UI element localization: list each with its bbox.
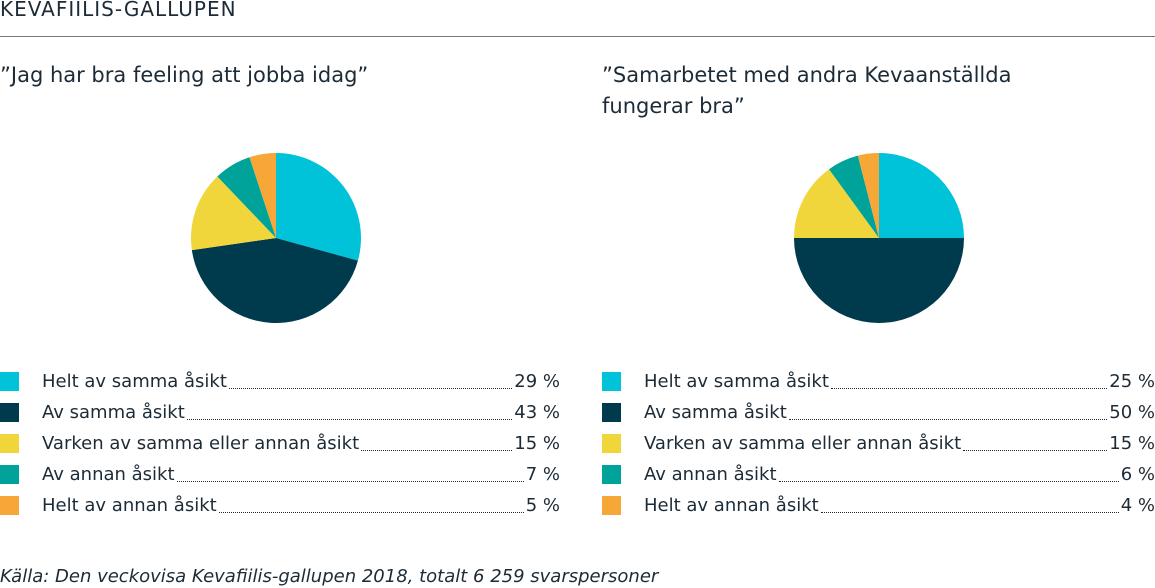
- legend-leader-dots: [176, 467, 524, 482]
- legend-leader-dots: [228, 374, 513, 389]
- chart-2-slice-2: [794, 238, 964, 323]
- chart-2-legend: Helt av samma åsikt 25 % Av samma åsikt 50 …: [602, 366, 1155, 521]
- legend-leader-dots: [820, 498, 1119, 513]
- legend-item: Av annan åsikt 7 %: [0, 459, 560, 490]
- legend-label: Helt av samma åsikt: [42, 371, 227, 392]
- legend-leader-dots: [218, 498, 524, 513]
- legend-leader-dots: [788, 405, 1108, 420]
- legend-item: Av samma åsikt 43 %: [0, 397, 560, 428]
- legend-item: Helt av annan åsikt 4 %: [602, 490, 1155, 521]
- legend-swatch: [602, 434, 621, 453]
- chart-2-slice-4: [829, 155, 879, 238]
- legend-label: Varken av samma eller annan åsikt: [42, 433, 360, 454]
- legend-swatch: [602, 496, 621, 515]
- legend-label: Helt av annan åsikt: [644, 495, 819, 516]
- legend-value: 6 %: [1120, 464, 1155, 485]
- legend-label: Varken av samma eller annan åsikt: [644, 433, 962, 454]
- chart-1: ”Jag har bra feeling att jobba idag” Hel…: [0, 36, 560, 536]
- legend-leader-dots: [963, 436, 1108, 451]
- chart-2-title: ”Samarbetet med andra Kevaanställda fung…: [602, 63, 1012, 118]
- chart-1-slice-2: [191, 238, 358, 324]
- legend-swatch: [0, 434, 19, 453]
- chart-1-slice-5: [249, 153, 276, 238]
- chart-1-slice-1: [276, 153, 361, 261]
- chart-1-slice-3: [191, 176, 276, 251]
- page-header: KEVAFIILIS-GALLUPEN: [0, 0, 1155, 37]
- source-footnote: Källa: Den veckovisa Kevafiilis-gallupen…: [0, 566, 659, 587]
- legend-item: Varken av samma eller annan åsikt 15 %: [0, 428, 560, 459]
- chart-1-pie: [191, 153, 361, 324]
- legend-leader-dots: [778, 467, 1119, 482]
- legend-value: 25 %: [1109, 371, 1155, 392]
- legend-item: Av annan åsikt 6 %: [602, 459, 1155, 490]
- chart-1-slice-4: [217, 157, 276, 238]
- legend-swatch: [0, 403, 19, 422]
- legend-value: 5 %: [525, 495, 560, 516]
- legend-value: 15 %: [514, 433, 560, 454]
- legend-item: Helt av annan åsikt 5 %: [0, 490, 560, 521]
- chart-1-title: ”Jag har bra feeling att jobba idag”: [0, 63, 369, 87]
- chart-2: ”Samarbetet med andra Kevaanställda fung…: [602, 36, 1155, 536]
- legend-leader-dots: [361, 436, 513, 451]
- legend-value: 50 %: [1109, 402, 1155, 423]
- legend-item: Av samma åsikt 50 %: [602, 397, 1155, 428]
- legend-swatch: [0, 496, 19, 515]
- legend-leader-dots: [186, 405, 513, 420]
- legend-label: Av samma åsikt: [644, 402, 787, 423]
- legend-label: Av annan åsikt: [42, 464, 175, 485]
- legend-label: Av samma åsikt: [42, 402, 185, 423]
- legend-item: Helt av samma åsikt 25 %: [602, 366, 1155, 397]
- legend-value: 4 %: [1120, 495, 1155, 516]
- chart-2-pie: [794, 153, 964, 323]
- chart-1-legend: Helt av samma åsikt 29 % Av samma åsikt 43 …: [0, 366, 560, 521]
- legend-swatch: [0, 372, 19, 391]
- legend-label: Av annan åsikt: [644, 464, 777, 485]
- legend-value: 29 %: [514, 371, 560, 392]
- legend-leader-dots: [830, 374, 1108, 389]
- legend-value: 7 %: [525, 464, 560, 485]
- legend-swatch: [602, 372, 621, 391]
- legend-value: 43 %: [514, 402, 560, 423]
- legend-swatch: [602, 403, 621, 422]
- chart-2-slice-5: [857, 153, 879, 238]
- legend-label: Helt av annan åsikt: [42, 495, 217, 516]
- legend-swatch: [602, 465, 621, 484]
- chart-2-slice-3: [794, 169, 879, 238]
- page-title: KEVAFIILIS-GALLUPEN: [0, 0, 237, 21]
- legend-label: Helt av samma åsikt: [644, 371, 829, 392]
- legend-item: Helt av samma åsikt 29 %: [0, 366, 560, 397]
- legend-swatch: [0, 465, 19, 484]
- chart-2-slice-1: [879, 153, 964, 238]
- legend-value: 15 %: [1109, 433, 1155, 454]
- legend-item: Varken av samma eller annan åsikt 15 %: [602, 428, 1155, 459]
